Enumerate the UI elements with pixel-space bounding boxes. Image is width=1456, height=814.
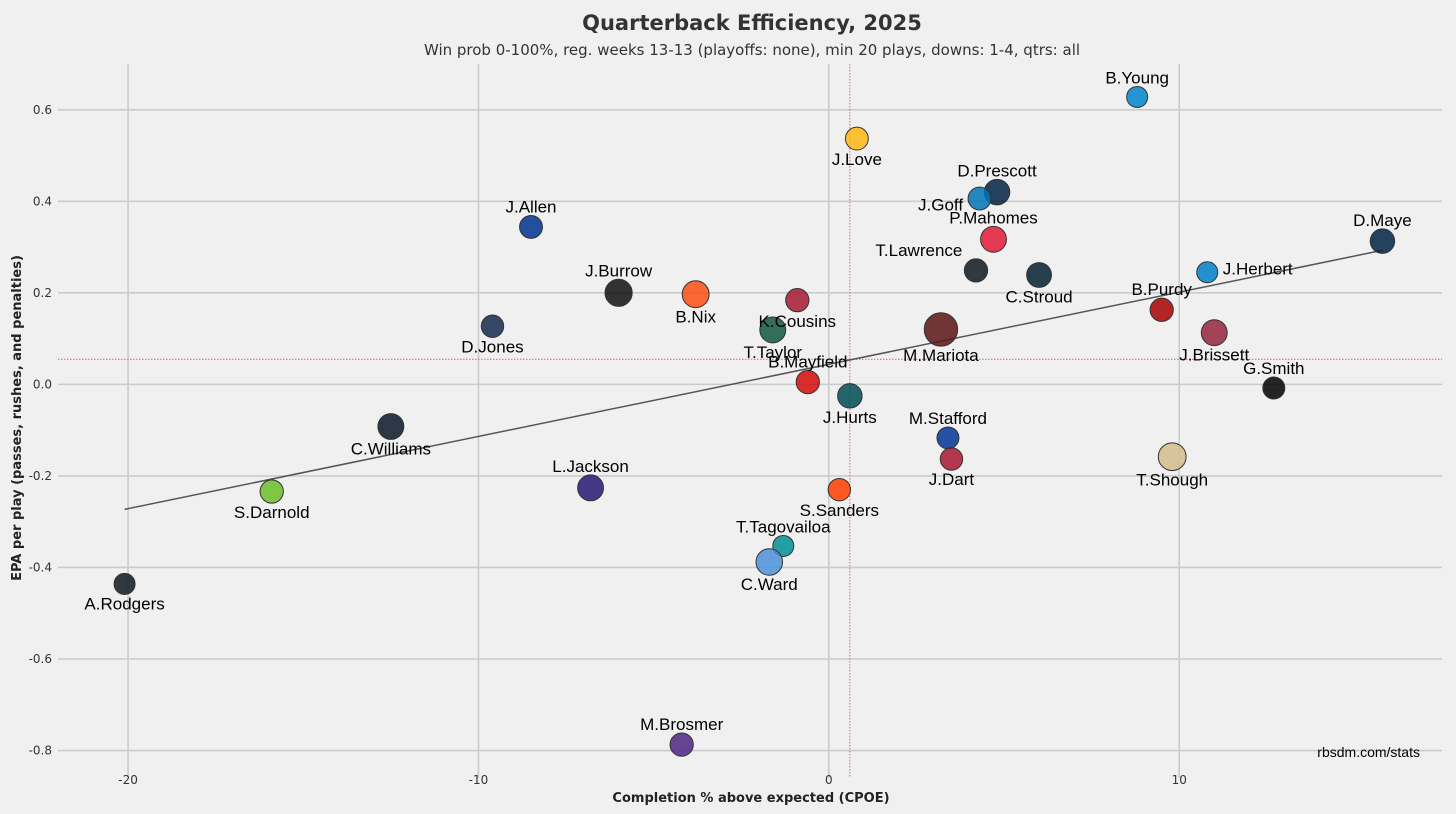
data-point-k-cousins [785, 288, 810, 313]
label-g-smith: G.Smith [1243, 359, 1304, 378]
data-point-t-shough [1157, 442, 1187, 472]
label-m-brosmer: M.Brosmer [640, 715, 723, 734]
label-p-mahomes: P.Mahomes [949, 208, 1038, 227]
data-point-t-taylor [759, 316, 787, 344]
data-point-j-goff [967, 186, 992, 211]
label-c-williams: C.Williams [351, 439, 431, 458]
chart-subtitle: Win prob 0-100%, reg. weeks 13-13 (playo… [424, 41, 1080, 59]
x-axis-label: Completion % above expected (CPOE) [612, 791, 889, 806]
label-j-goff: J.Goff [918, 196, 963, 215]
data-point-j-burrow [604, 278, 633, 307]
x-tick-label: -10 [469, 773, 489, 787]
data-point-c-ward [755, 548, 784, 576]
label-j-burrow: J.Burrow [585, 261, 653, 280]
data-point-m-stafford [936, 426, 960, 450]
data-point-d-jones [480, 314, 505, 338]
data-point-j-love [844, 126, 869, 151]
label-b-young: B.Young [1105, 68, 1169, 87]
chart-title: Quarterback Efficiency, 2025 [582, 11, 922, 35]
label-t-tagovailoa: T.Tagovailoa [736, 517, 831, 536]
label-t-shough: T.Shough [1136, 471, 1208, 490]
label-c-stroud: C.Stroud [1006, 287, 1073, 306]
data-point-j-brissett [1200, 319, 1228, 347]
label-c-ward: C.Ward [741, 575, 798, 594]
x-axis-tick-labels: -20 -10 0 10 [118, 773, 1187, 787]
label-l-jackson: L.Jackson [552, 457, 629, 476]
data-point-j-herbert [1196, 261, 1219, 284]
data-point-b-young [1126, 85, 1149, 108]
y-tick-label: -0.2 [29, 469, 52, 483]
data-point-j-allen [519, 215, 543, 239]
label-t-taylor: T.Taylor [743, 343, 802, 362]
label-s-sanders: S.Sanders [800, 501, 879, 520]
data-point-p-mahomes [980, 225, 1007, 253]
y-axis-label: EPA per play (passes, rushes, and penalt… [10, 255, 25, 581]
data-point-c-stroud [1026, 262, 1052, 288]
data-points [113, 85, 1396, 757]
label-a-rodgers: A.Rodgers [84, 594, 164, 613]
label-s-darnold: S.Darnold [234, 503, 310, 522]
y-tick-label: 0.4 [33, 194, 52, 208]
label-d-prescott: D.Prescott [957, 161, 1037, 180]
y-axis-tick-labels: 0.6 0.4 0.2 0.0 -0.2 -0.4 -0.6 -0.8 [29, 103, 52, 758]
data-point-b-nix [681, 280, 710, 309]
trend-line-group [124, 249, 1383, 511]
label-j-brissett: J.Brissett [1179, 346, 1249, 365]
label-k-cousins: K.Cousins [759, 312, 836, 331]
data-point-b-mayfield [795, 369, 820, 395]
data-point-a-rodgers [113, 572, 136, 595]
y-tick-label: 0.0 [33, 377, 52, 391]
data-point-t-tagovailoa [772, 534, 795, 557]
data-point-s-darnold [259, 479, 284, 504]
label-j-dart: J.Dart [929, 470, 975, 489]
label-b-mayfield: B.Mayfield [768, 352, 847, 371]
x-tick-label: -20 [118, 773, 138, 787]
label-t-lawrence: T.Lawrence [875, 241, 962, 260]
x-tick-label: 10 [1172, 773, 1187, 787]
data-point-t-lawrence [963, 258, 989, 283]
y-tick-label: -0.4 [29, 560, 52, 574]
data-point-s-sanders [827, 477, 852, 502]
label-j-love: J.Love [832, 150, 882, 169]
y-tick-label: 0.2 [33, 286, 52, 300]
label-j-allen: J.Allen [505, 198, 556, 217]
y-tick-label: -0.8 [29, 744, 52, 758]
data-point-j-dart [939, 447, 964, 471]
data-point-b-purdy [1149, 297, 1174, 322]
reference-lines [58, 64, 1442, 778]
label-d-maye: D.Maye [1353, 211, 1412, 230]
y-tick-label: 0.6 [33, 103, 52, 117]
source-credit: rbsdm.com/stats [1317, 744, 1420, 760]
data-point-g-smith [1262, 376, 1286, 400]
data-point-d-maye [1369, 228, 1396, 254]
grid-lines [58, 64, 1442, 778]
data-point-l-jackson [577, 474, 605, 502]
y-tick-label: -0.6 [29, 652, 52, 666]
data-point-m-brosmer [669, 732, 694, 757]
label-b-purdy: B.Purdy [1131, 280, 1192, 299]
data-point-c-williams [377, 413, 405, 440]
label-m-mariota: M.Mariota [903, 346, 979, 365]
label-j-herbert: J.Herbert [1223, 259, 1293, 278]
data-point-m-mariota [923, 312, 959, 347]
label-j-hurts: J.Hurts [823, 408, 877, 427]
label-b-nix: B.Nix [675, 308, 716, 327]
data-point-j-hurts [837, 383, 863, 409]
x-tick-label: 0 [825, 773, 833, 787]
label-d-jones: D.Jones [461, 337, 523, 356]
label-m-stafford: M.Stafford [909, 409, 987, 428]
trend-line [124, 249, 1383, 511]
